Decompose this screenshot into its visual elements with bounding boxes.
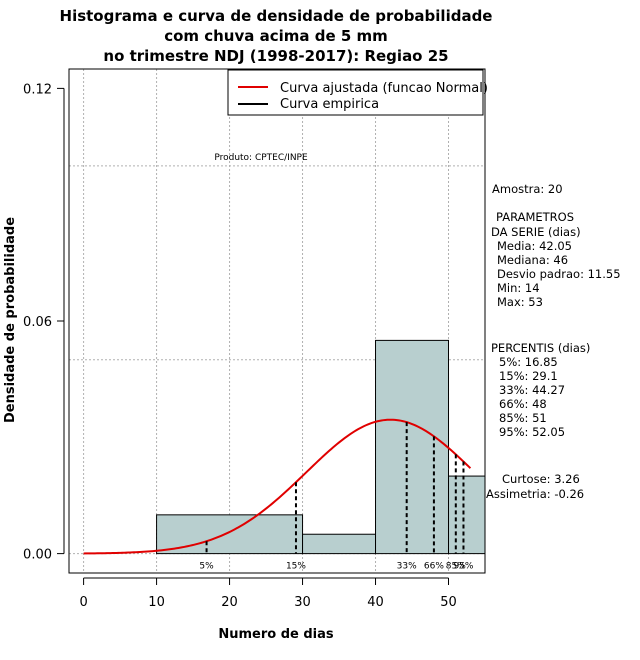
percentile-label: 95% (453, 562, 473, 572)
x-tick-label: 50 (440, 595, 457, 610)
percentile-label: 5% (199, 562, 214, 572)
percentile-label: 85% (446, 562, 466, 572)
histogram-bar (302, 533, 377, 555)
x-tick-label: 0 (79, 595, 87, 610)
y-axis: 0.00 0.06 0.12 (23, 82, 65, 563)
percentil-85: 85%: 51 (499, 411, 547, 425)
percentil-5: 5%: 16.85 (499, 355, 558, 369)
y-tick-label: 0.06 (23, 315, 52, 330)
params-heading-2: DA SERIE (dias) (491, 225, 581, 239)
percentile-label: 66% (424, 562, 444, 572)
histogram-bar (448, 475, 486, 555)
chart-title: Histograma e curva de densidade de proba… (60, 7, 493, 65)
histogram-bar (375, 339, 450, 555)
percentile-label: 15% (286, 562, 306, 572)
percentil-66: 66%: 48 (499, 397, 547, 411)
normal-curve-line (83, 418, 472, 555)
params-heading-1: PARAMETROS (496, 210, 574, 224)
y-axis-label: Densidade de probabilidade (3, 217, 18, 423)
legend-box (227, 69, 484, 116)
title-line-3: no trimestre NDJ (1998-2017): Regiao 25 (103, 47, 448, 65)
statistics-panel: Amostra: 20 PARAMETROS DA SERIE (dias) M… (486, 182, 621, 501)
x-axis-label: Numero de dias (218, 627, 334, 642)
title-line-2: com chuva acima de 5 mm (164, 27, 388, 45)
histogram-bars (156, 339, 486, 555)
skewness: Assimetria: -0.26 (486, 487, 584, 501)
sample-size: Amostra: 20 (492, 182, 563, 196)
x-axis: 0 10 20 30 40 50 (79, 577, 457, 610)
param-max: Max: 53 (497, 295, 543, 309)
x-tick-label: 20 (221, 595, 238, 610)
x-tick-label: 40 (367, 595, 384, 610)
plot-frame (68, 68, 486, 574)
source-annotation: Produto: CPTEC/INPE (214, 153, 308, 163)
x-tick-label: 10 (148, 595, 165, 610)
kurtosis: Curtose: 3.26 (502, 472, 580, 486)
normal-curve (83, 418, 472, 555)
percentil-95: 95%: 52.05 (499, 425, 565, 439)
param-median: Mediana: 46 (497, 253, 568, 267)
y-tick-label: 0.00 (23, 548, 52, 563)
legend-label-normal: Curva ajustada (funcao Normal) (280, 81, 488, 96)
x-tick-label: 30 (294, 595, 311, 610)
legend: Curva ajustada (funcao Normal) Curva emp… (227, 69, 488, 116)
param-mean: Media: 42.05 (497, 239, 572, 253)
param-stddev: Desvio padrao: 11.55 (497, 267, 621, 281)
percentis-heading: PERCENTIS (dias) (491, 341, 590, 355)
legend-label-empirical: Curva empirica (280, 97, 379, 112)
param-min: Min: 14 (497, 281, 540, 295)
title-line-1: Histograma e curva de densidade de proba… (60, 7, 493, 25)
percentil-33: 33%: 44.27 (499, 383, 565, 397)
y-tick-label: 0.12 (23, 82, 52, 97)
percentil-15: 15%: 29.1 (499, 369, 558, 383)
percentile-label: 33% (397, 562, 417, 572)
percentile-lines: 5% 15% 33% 66% 85%95% (199, 422, 474, 572)
